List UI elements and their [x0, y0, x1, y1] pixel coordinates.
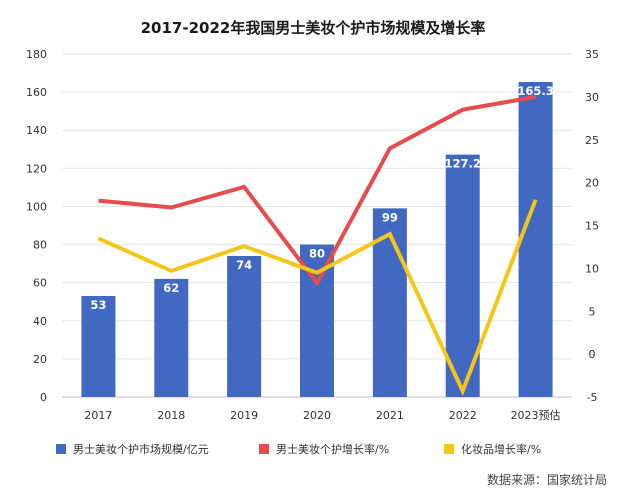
category-label: 2023预估 — [511, 409, 561, 422]
chart-title: 2017-2022年我国男士美妆个护市场规模及增长率 — [141, 19, 486, 37]
category-label: 2018 — [157, 409, 185, 422]
right-tick-label: -5 — [587, 391, 598, 404]
legend-swatch — [444, 444, 454, 454]
category-labels: 2017 2018 2019 2020 2021 2022 2023预估 — [84, 409, 560, 422]
bar-data-label: 74 — [236, 258, 252, 272]
line-series — [97, 94, 538, 397]
bar — [518, 82, 553, 398]
bar — [227, 255, 262, 397]
left-tick-label: 80 — [33, 239, 47, 252]
bar-series — [81, 82, 553, 398]
left-tick-label: 60 — [33, 277, 47, 290]
series-line — [98, 94, 536, 287]
right-tick-label: 0 — [589, 348, 596, 361]
category-label: 2022 — [449, 409, 477, 422]
bar-data-label: 80 — [309, 247, 325, 261]
right-tick-label: 30 — [585, 91, 599, 104]
bar-data-label: 165.3 — [517, 84, 553, 98]
bar-data-label: 62 — [163, 281, 179, 295]
legend-label: 男士美妆个护增长率/% — [276, 442, 389, 456]
legend: 男士美妆个护市场规模/亿元 男士美妆个护增长率/% 化妆品增长率/% — [56, 442, 541, 456]
category-label: 2019 — [230, 409, 258, 422]
left-tick-label: 20 — [33, 353, 47, 366]
bar-data-label: 127.2 — [445, 157, 481, 171]
source-note: 数据来源：国家统计局 — [487, 472, 607, 487]
bar-data-label: 53 — [90, 298, 106, 312]
left-tick-label: 0 — [40, 391, 47, 404]
left-tick-label: 140 — [26, 124, 47, 137]
right-tick-label: 20 — [585, 177, 599, 190]
bar-data-label: 99 — [382, 210, 398, 224]
right-tick-label: 25 — [585, 134, 599, 147]
right-tick-label: 15 — [585, 220, 599, 233]
legend-swatch — [56, 444, 66, 454]
right-axis-ticks: -5 0 5 10 15 20 25 30 35 — [585, 48, 599, 404]
left-tick-label: 100 — [26, 200, 47, 213]
category-label: 2017 — [84, 409, 112, 422]
left-tick-label: 160 — [26, 86, 47, 99]
left-axis-ticks: 0 20 40 60 80 100 120 140 160 180 — [26, 48, 47, 404]
right-tick-label: 10 — [585, 262, 599, 275]
bar-data-labels: 53 62 74 80 99 127.2 165.3 — [90, 84, 553, 312]
bar — [81, 296, 116, 397]
category-label: 2021 — [376, 409, 404, 422]
series-line — [97, 199, 538, 397]
right-tick-label: 35 — [585, 48, 599, 61]
right-tick-label: 5 — [589, 305, 596, 318]
legend-label: 化妆品增长率/% — [461, 442, 541, 456]
left-tick-label: 40 — [33, 315, 47, 328]
left-tick-label: 120 — [26, 162, 47, 175]
category-label: 2020 — [303, 409, 331, 422]
bar — [154, 278, 189, 397]
legend-swatch — [259, 444, 269, 454]
legend-label: 男士美妆个护市场规模/亿元 — [73, 442, 209, 456]
left-tick-label: 180 — [26, 48, 47, 61]
